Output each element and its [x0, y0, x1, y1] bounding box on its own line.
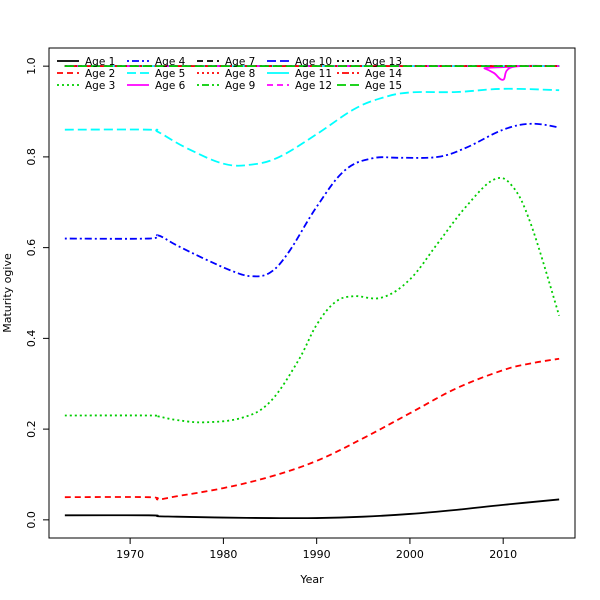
- plot-frame: [48, 47, 576, 539]
- axes-layer: 1970 1980 1990 2000 2010 0.0 0.2 0.4 0.6 0.8 1.0: [25, 47, 576, 561]
- series-line-age-4: [64, 122, 560, 278]
- x-tick-label: 1980: [209, 548, 237, 561]
- legend-label: Age 9: [225, 80, 255, 92]
- legend-label: Age 2: [85, 68, 115, 80]
- series-line-age-3: [64, 177, 561, 424]
- series-line-age-2: [64, 357, 560, 501]
- x-tick-label: 1970: [116, 548, 144, 561]
- y-axis-title: Maturity ogive: [1, 253, 14, 333]
- legend-label: Age 11: [295, 68, 332, 80]
- legend-label: Age 12: [295, 80, 332, 92]
- series-layer: [64, 64, 561, 520]
- y-tick-label: 1.0: [25, 57, 38, 75]
- x-axis-title: Year: [299, 573, 324, 586]
- legend-label: Age 4: [155, 56, 186, 68]
- legend-label: Age 6: [155, 80, 186, 92]
- y-tick-label: 0.2: [25, 420, 38, 438]
- legend-label: Age 14: [365, 68, 402, 80]
- y-tick-label: 0.8: [25, 148, 38, 166]
- legend-label: Age 15: [365, 80, 402, 92]
- y-tick-label: 0.4: [25, 330, 38, 348]
- x-tick-label: 2010: [489, 548, 517, 561]
- legend-label: Age 10: [295, 56, 332, 68]
- x-tick-label: 1990: [303, 548, 331, 561]
- series-line-age-1: [64, 498, 560, 520]
- y-tick-label: 0.0: [25, 511, 38, 529]
- legend-label: Age 3: [85, 80, 115, 92]
- y-tick-label: 0.6: [25, 239, 38, 257]
- legend-label: Age 1: [85, 56, 115, 68]
- x-tick-label: 2000: [396, 548, 424, 561]
- legend-label: Age 8: [225, 68, 255, 80]
- legend-label: Age 5: [155, 68, 185, 80]
- legend-label: Age 13: [365, 56, 402, 68]
- legend-label: Age 7: [225, 56, 255, 68]
- series-line-age-5: [64, 87, 560, 167]
